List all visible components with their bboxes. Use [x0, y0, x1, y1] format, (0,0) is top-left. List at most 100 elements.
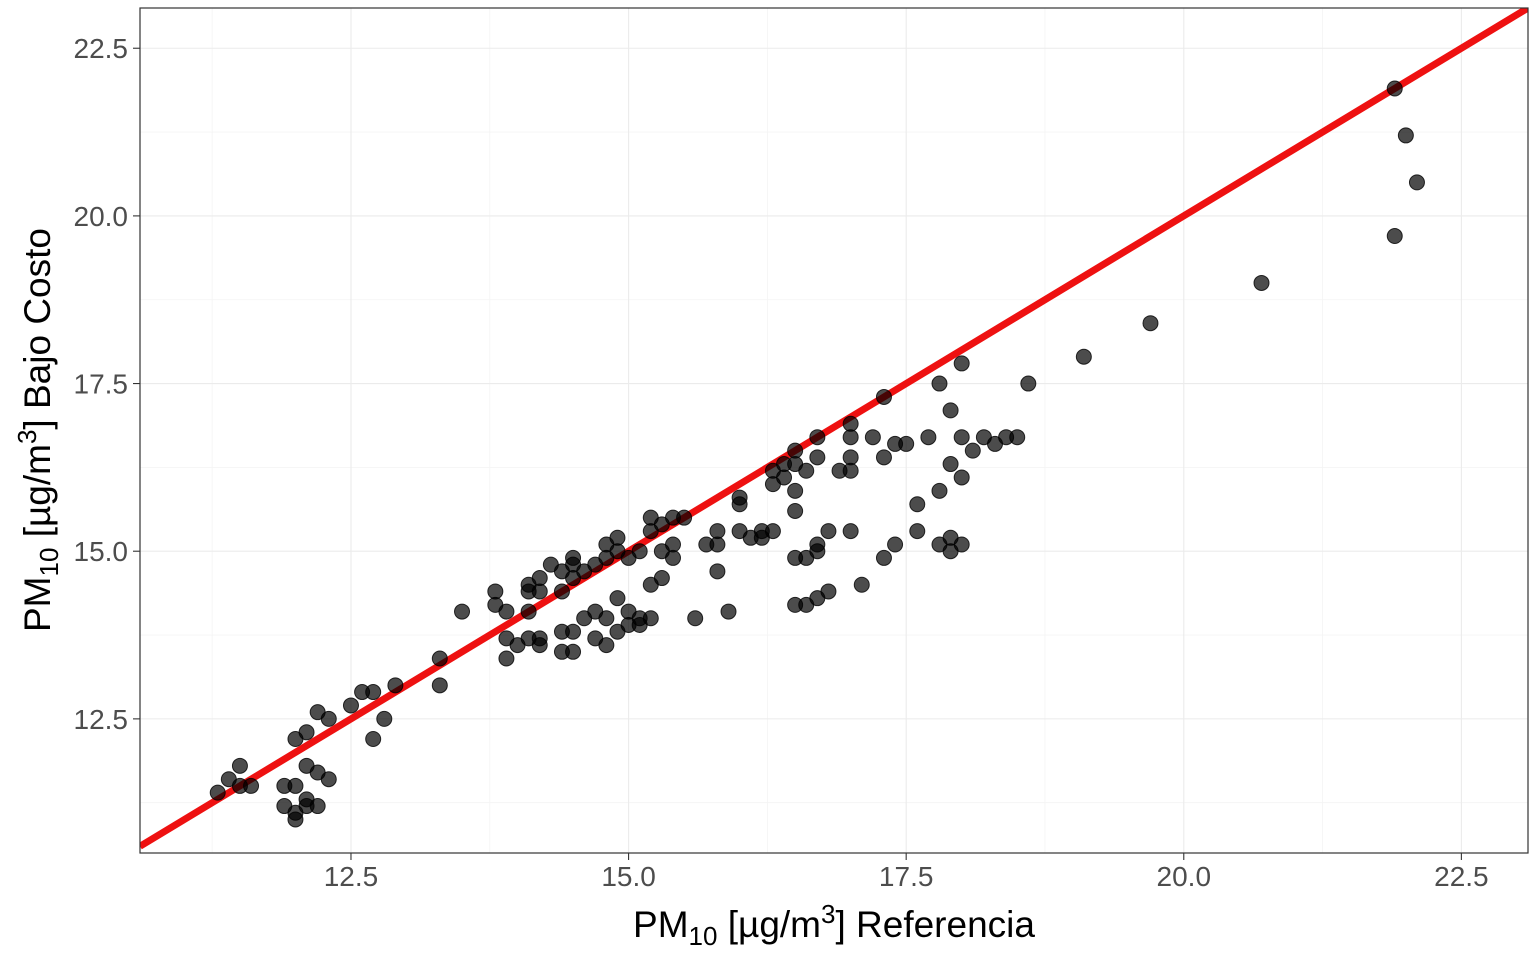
data-point — [565, 549, 582, 566]
data-point — [531, 637, 548, 654]
data-point — [809, 536, 826, 553]
grid-lines — [140, 8, 1528, 853]
data-point — [820, 523, 837, 540]
data-point — [320, 710, 337, 727]
x-tick-label: 17.5 — [879, 861, 934, 892]
data-point — [864, 429, 881, 446]
data-point — [709, 563, 726, 580]
data-point — [1075, 348, 1092, 365]
x-tick-label: 15.0 — [601, 861, 656, 892]
data-point — [931, 482, 948, 499]
data-point — [687, 610, 704, 627]
data-point — [365, 684, 382, 701]
data-point — [875, 449, 892, 466]
data-point — [664, 549, 681, 566]
data-point — [609, 529, 626, 546]
data-point — [531, 583, 548, 600]
data-point — [565, 643, 582, 660]
x-axis-ticks: 12.5 15.0 17.5 20.0 22.5 — [324, 853, 1489, 892]
data-point — [498, 603, 515, 620]
y-axis-ticks: 12.5 15.0 17.5 20.0 22.5 — [74, 33, 140, 735]
data-point — [875, 388, 892, 405]
data-point — [243, 777, 260, 794]
data-point — [820, 583, 837, 600]
data-point — [853, 576, 870, 593]
x-tick-label: 20.0 — [1157, 861, 1212, 892]
data-point — [842, 415, 859, 432]
data-point — [798, 462, 815, 479]
data-point — [376, 710, 393, 727]
y-axis-title: PM10 [µg/m3] Bajo Costo — [12, 228, 64, 632]
data-point — [1253, 274, 1270, 291]
data-point — [953, 429, 970, 446]
data-point — [553, 583, 570, 600]
data-point — [842, 429, 859, 446]
data-point — [953, 536, 970, 553]
y-tick-label: 20.0 — [74, 201, 129, 232]
y-tick-label: 22.5 — [74, 33, 129, 64]
data-point — [764, 523, 781, 540]
x-tick-label: 12.5 — [324, 861, 379, 892]
data-point — [1142, 315, 1159, 332]
plot-panel-border — [139, 7, 1529, 854]
data-point — [842, 449, 859, 466]
data-point — [454, 603, 471, 620]
data-point — [676, 509, 693, 526]
data-point — [898, 435, 915, 452]
data-point — [498, 650, 515, 667]
data-point — [565, 623, 582, 640]
data-point — [1386, 80, 1403, 97]
y-tick-label: 15.0 — [74, 536, 129, 567]
data-point — [842, 462, 859, 479]
data-point — [365, 730, 382, 747]
data-point — [887, 536, 904, 553]
data-point — [875, 549, 892, 566]
data-point — [953, 355, 970, 372]
identity-reference-line — [140, 8, 1528, 850]
y-tick-label: 17.5 — [74, 369, 129, 400]
data-point — [342, 697, 359, 714]
data-point — [842, 523, 859, 540]
data-point — [631, 543, 648, 560]
data-point — [1397, 127, 1414, 144]
data-point — [309, 798, 326, 815]
data-point — [909, 496, 926, 513]
data-point — [931, 375, 948, 392]
reference-line-layer — [140, 8, 1528, 850]
data-point — [487, 583, 504, 600]
data-point — [809, 449, 826, 466]
data-point — [287, 811, 304, 828]
data-point — [1386, 228, 1403, 245]
x-tick-label: 22.5 — [1434, 861, 1489, 892]
data-point — [298, 724, 315, 741]
data-point — [320, 771, 337, 788]
data-point — [920, 429, 937, 446]
data-points — [209, 80, 1425, 828]
y-tick-label: 12.5 — [74, 704, 129, 735]
data-point — [776, 469, 793, 486]
data-point — [631, 610, 648, 627]
data-point — [287, 777, 304, 794]
data-point — [809, 429, 826, 446]
data-point — [1009, 429, 1026, 446]
data-point — [209, 784, 226, 801]
data-point — [942, 456, 959, 473]
data-point — [964, 442, 981, 459]
data-point — [1020, 375, 1037, 392]
data-point — [720, 603, 737, 620]
data-point — [787, 442, 804, 459]
data-point — [387, 677, 404, 694]
data-point — [709, 523, 726, 540]
data-point — [609, 590, 626, 607]
data-point — [953, 469, 970, 486]
data-point — [231, 757, 248, 774]
data-point — [653, 570, 670, 587]
data-point — [598, 610, 615, 627]
data-point — [598, 637, 615, 654]
x-axis-title: PM10 [µg/m3] Referencia — [633, 899, 1035, 951]
data-point — [731, 489, 748, 506]
data-point — [431, 677, 448, 694]
data-point — [787, 482, 804, 499]
data-point — [431, 650, 448, 667]
